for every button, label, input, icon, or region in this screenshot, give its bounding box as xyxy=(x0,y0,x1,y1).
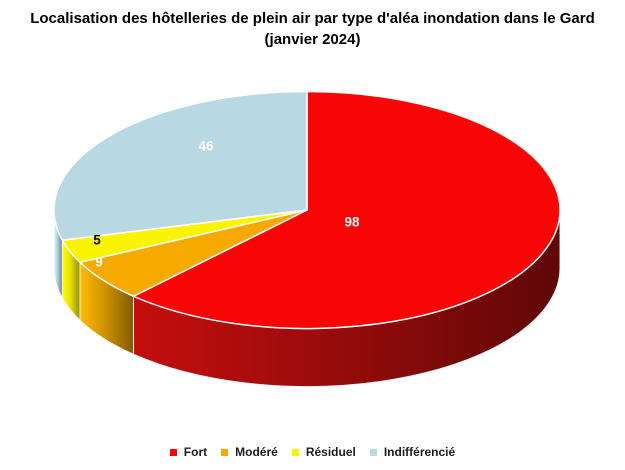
legend-label: Résiduel xyxy=(305,445,356,459)
legend-label: Modéré xyxy=(235,445,278,459)
chart-title-line2: (janvier 2024) xyxy=(264,31,361,48)
legend-swatch-indifferencie xyxy=(369,448,377,456)
chart-title-line1: Localisation des hôtelleries de plein ai… xyxy=(30,10,595,27)
legend: Fort Modéré Résiduel Indifférencié xyxy=(0,445,625,459)
legend-swatch-fort xyxy=(169,448,177,456)
pie-slice-indifferencie[interactable] xyxy=(53,90,308,242)
legend-swatch-residuel xyxy=(291,448,299,456)
legend-label: Indifférencié xyxy=(383,445,456,459)
legend-item-residuel[interactable]: Résiduel xyxy=(291,445,356,459)
legend-item-modere[interactable]: Modéré xyxy=(221,445,278,459)
legend-item-indifferencie[interactable]: Indifférencié xyxy=(369,445,456,459)
legend-swatch-modere xyxy=(221,448,229,456)
chart-title: Localisation des hôtelleries de plein ai… xyxy=(0,8,625,50)
legend-label: Fort xyxy=(183,445,208,459)
pie-slice-fort[interactable] xyxy=(132,90,561,330)
legend-item-fort[interactable]: Fort xyxy=(169,445,208,459)
